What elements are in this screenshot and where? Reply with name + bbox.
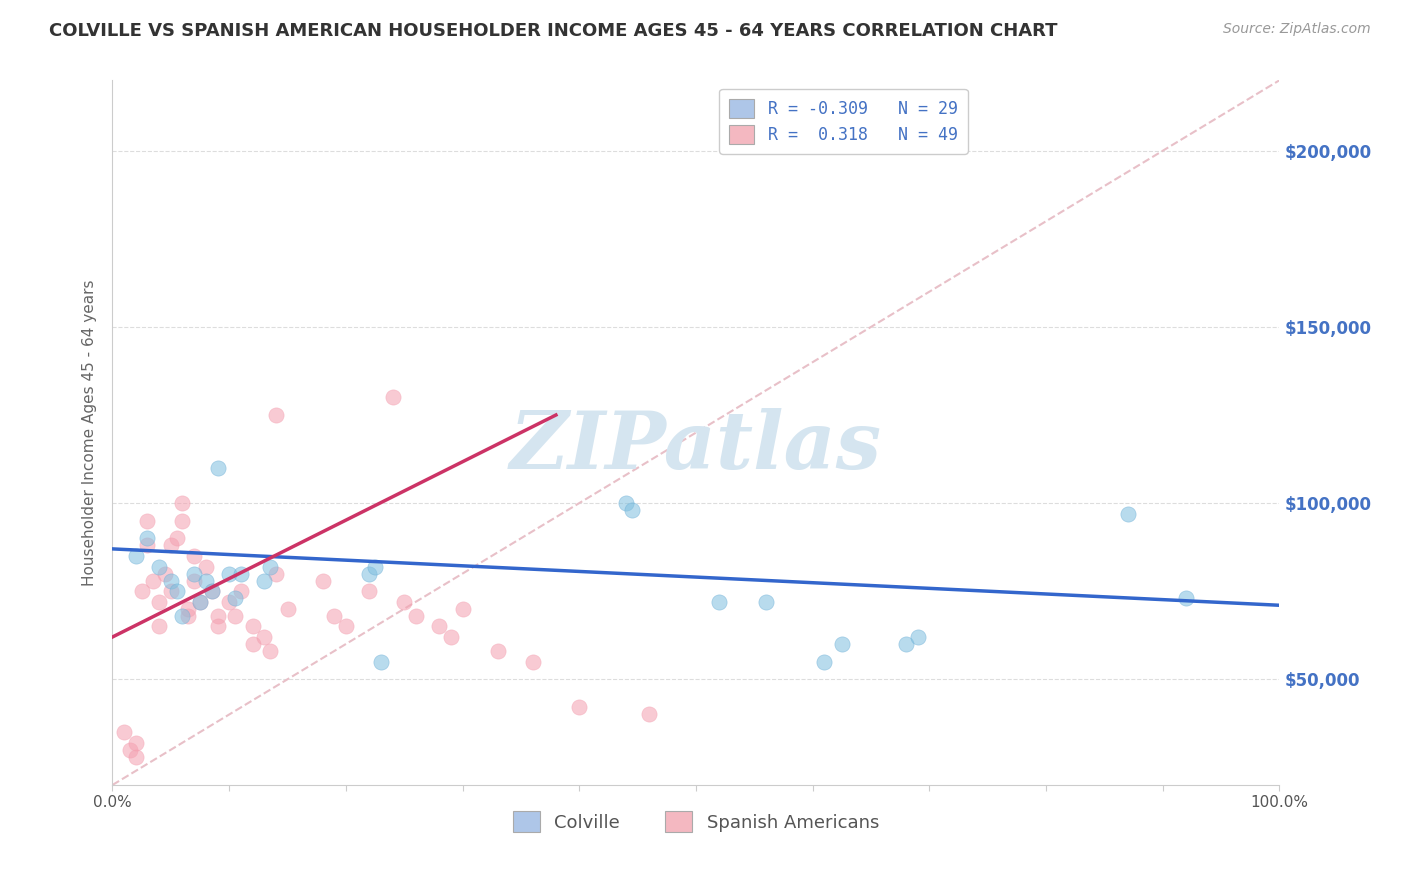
Point bbox=[1116, 507, 1139, 521]
Y-axis label: Householder Income Ages 45 - 64 years: Householder Income Ages 45 - 64 years bbox=[82, 279, 97, 586]
Point bbox=[112, 725, 135, 739]
Point bbox=[224, 591, 246, 606]
Point bbox=[194, 574, 217, 588]
Point bbox=[323, 608, 346, 623]
Legend: Colville, Spanish Americans: Colville, Spanish Americans bbox=[506, 804, 886, 839]
Point bbox=[364, 559, 387, 574]
Point bbox=[264, 566, 287, 581]
Point bbox=[118, 742, 141, 756]
Point bbox=[125, 736, 148, 750]
Point bbox=[172, 514, 194, 528]
Point bbox=[125, 549, 148, 563]
Point bbox=[242, 619, 264, 633]
Point bbox=[614, 496, 637, 510]
Point bbox=[172, 496, 194, 510]
Point bbox=[440, 630, 463, 644]
Point bbox=[638, 707, 661, 722]
Point bbox=[125, 749, 148, 764]
Point bbox=[166, 584, 188, 599]
Point bbox=[709, 595, 731, 609]
Point bbox=[486, 644, 509, 658]
Text: Source: ZipAtlas.com: Source: ZipAtlas.com bbox=[1223, 22, 1371, 37]
Point bbox=[427, 619, 450, 633]
Point bbox=[188, 595, 211, 609]
Point bbox=[1175, 591, 1198, 606]
Text: COLVILLE VS SPANISH AMERICAN HOUSEHOLDER INCOME AGES 45 - 64 YEARS CORRELATION C: COLVILLE VS SPANISH AMERICAN HOUSEHOLDER… bbox=[49, 22, 1057, 40]
Point bbox=[276, 601, 298, 615]
Point bbox=[207, 619, 229, 633]
Point bbox=[229, 566, 252, 581]
Point bbox=[153, 566, 176, 581]
Point bbox=[620, 503, 643, 517]
Point bbox=[207, 608, 229, 623]
Point bbox=[148, 619, 170, 633]
Point bbox=[394, 595, 416, 609]
Point bbox=[568, 700, 591, 714]
Point bbox=[201, 584, 224, 599]
Point bbox=[136, 514, 159, 528]
Point bbox=[136, 538, 159, 552]
Point bbox=[177, 601, 200, 615]
Point bbox=[451, 601, 474, 615]
Point bbox=[381, 390, 404, 404]
Point bbox=[370, 655, 392, 669]
Point bbox=[148, 559, 170, 574]
Point bbox=[218, 566, 240, 581]
Point bbox=[218, 595, 240, 609]
Text: ZIPatlas: ZIPatlas bbox=[510, 408, 882, 485]
Point bbox=[405, 608, 427, 623]
Point bbox=[183, 549, 205, 563]
Point bbox=[907, 630, 929, 644]
Point bbox=[359, 584, 381, 599]
Point bbox=[160, 584, 183, 599]
Point bbox=[229, 584, 252, 599]
Point bbox=[253, 574, 276, 588]
Point bbox=[201, 584, 224, 599]
Point bbox=[142, 574, 165, 588]
Point bbox=[259, 559, 281, 574]
Point bbox=[224, 608, 246, 623]
Point bbox=[813, 655, 835, 669]
Point bbox=[755, 595, 778, 609]
Point bbox=[183, 566, 205, 581]
Point bbox=[131, 584, 153, 599]
Point bbox=[194, 559, 217, 574]
Point bbox=[359, 566, 381, 581]
Point bbox=[183, 574, 205, 588]
Point bbox=[335, 619, 357, 633]
Point bbox=[253, 630, 276, 644]
Point bbox=[311, 574, 333, 588]
Point bbox=[522, 655, 544, 669]
Point bbox=[177, 608, 200, 623]
Point bbox=[259, 644, 281, 658]
Point bbox=[166, 531, 188, 545]
Point bbox=[207, 460, 229, 475]
Point bbox=[894, 637, 917, 651]
Point bbox=[242, 637, 264, 651]
Point bbox=[148, 595, 170, 609]
Point bbox=[188, 595, 211, 609]
Point bbox=[160, 574, 183, 588]
Point bbox=[136, 531, 159, 545]
Point bbox=[831, 637, 853, 651]
Point bbox=[160, 538, 183, 552]
Point bbox=[264, 408, 287, 422]
Point bbox=[172, 608, 194, 623]
